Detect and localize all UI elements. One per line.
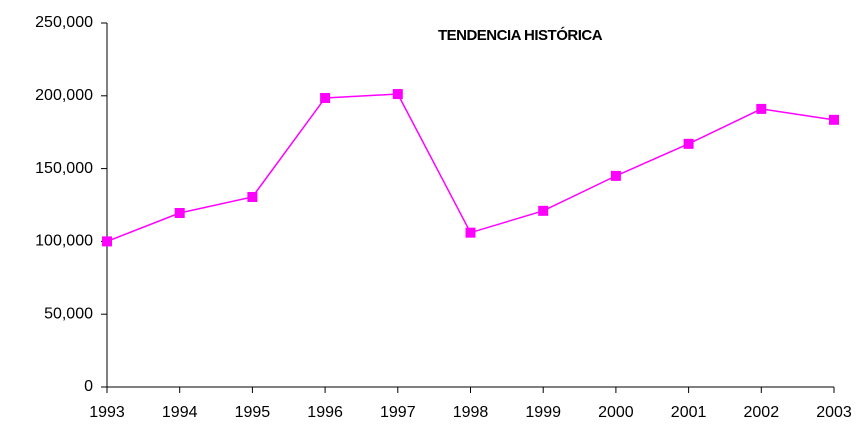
x-tick-label: 1997 [380,404,416,421]
data-point [683,138,694,149]
y-tick-label: 150,000 [35,160,93,177]
data-point [538,205,549,216]
data-point [174,208,185,219]
data-point [320,92,331,103]
series-line [106,93,835,243]
x-tick-label: 2000 [598,404,634,421]
data-point [829,114,839,125]
data-point [102,236,112,247]
y-tick-label: 200,000 [35,87,93,104]
x-tick-label: 2003 [816,404,852,421]
x-tick-label: 1998 [453,404,489,421]
x-tick-label: 2001 [671,404,707,421]
x-tick-label: 1995 [235,404,271,421]
y-tick-label: 100,000 [35,233,93,250]
chart-title: TENDENCIA HISTÓRICA [438,26,603,44]
data-point [610,170,621,181]
x-tick-label: 1996 [307,404,343,421]
y-tick-label: 0 [84,378,93,395]
x-tick-label: 1993 [89,404,125,421]
x-tick-label: 2002 [744,404,780,421]
y-tick-label: 50,000 [44,305,93,322]
data-point [465,227,476,238]
x-tick-label: 1994 [162,404,198,421]
data-point [392,89,403,100]
data-point [247,191,258,202]
y-tick-label: 250,000 [35,14,93,31]
x-tick-label: 1999 [525,404,561,421]
data-point [756,103,767,114]
